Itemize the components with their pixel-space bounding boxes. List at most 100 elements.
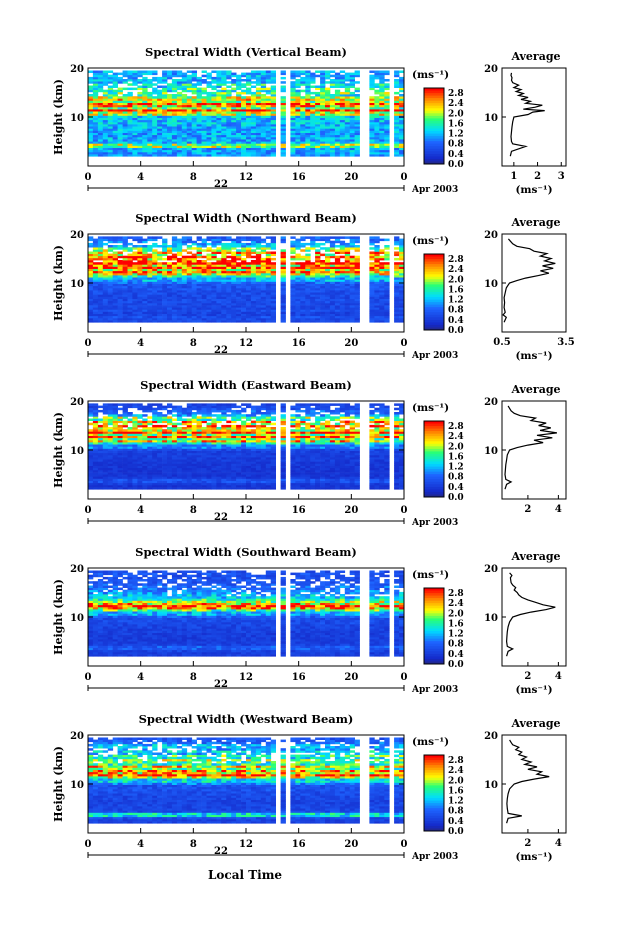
heatmap-cell	[354, 145, 360, 148]
heatmap-cell	[181, 238, 188, 242]
heatmap-cell	[186, 126, 193, 129]
heatmap-cell	[176, 257, 183, 261]
heatmap-cell	[315, 242, 321, 246]
heatmap-cell	[122, 121, 128, 125]
heatmap-cell	[221, 149, 227, 153]
heatmap-cell	[88, 79, 94, 82]
heatmap-cell	[334, 317, 341, 321]
heatmap-cell	[310, 236, 316, 239]
heatmap-cell	[157, 94, 163, 97]
heatmap-cell	[270, 128, 276, 131]
heatmap-cell	[137, 96, 143, 99]
heatmap-cell	[216, 292, 222, 295]
heatmap-cell	[399, 141, 405, 144]
heatmap-cell	[117, 480, 123, 484]
heatmap-cell	[171, 130, 178, 133]
heatmap-cell	[211, 106, 217, 110]
heatmap-cell	[162, 106, 168, 110]
heatmap-cell	[92, 266, 99, 269]
heatmap-cell	[250, 154, 257, 157]
heatmap-cell	[147, 255, 153, 259]
heatmap-cell	[226, 281, 232, 284]
heatmap-cell	[394, 121, 400, 125]
heatmap-cell	[310, 124, 316, 127]
heatmap-cell	[339, 264, 346, 267]
heatmap-cell	[290, 102, 296, 106]
heatmap-cell	[211, 76, 217, 80]
heatmap-cell	[260, 121, 267, 125]
colorbar-tick-label: 1.2	[448, 296, 464, 306]
heatmap-cell	[102, 482, 109, 486]
heatmap-cell	[112, 482, 118, 486]
heatmap-cell	[236, 132, 242, 136]
heatmap-cell	[226, 72, 232, 76]
heatmap-cell	[250, 115, 257, 118]
heatmap-cell	[260, 149, 267, 153]
heatmap-cell	[226, 85, 232, 88]
heatmap-cell	[142, 424, 148, 428]
heatmap-cell	[379, 290, 385, 293]
panel-title: Spectral Width (Vertical Beam)	[145, 45, 347, 59]
heatmap-cell	[122, 437, 128, 441]
heatmap-cell	[295, 242, 301, 246]
heatmap-cell	[374, 247, 380, 250]
heatmap-cell	[117, 121, 123, 125]
heatmap-cell	[147, 119, 153, 123]
heatmap-cell	[280, 111, 286, 114]
heatmap-cell	[241, 251, 247, 254]
heatmap-cell	[236, 290, 242, 293]
heatmap-cell	[374, 300, 380, 304]
heatmap-cell	[107, 418, 114, 421]
heatmap-cell	[231, 307, 237, 310]
heatmap-cell	[112, 463, 118, 466]
heatmap-cell	[162, 245, 168, 248]
heatmap-cell	[102, 422, 109, 426]
heatmap-cell	[394, 251, 400, 254]
heatmap-cell	[369, 287, 375, 291]
colorbar-swatch	[424, 118, 444, 122]
heatmap-cell	[374, 277, 380, 280]
heatmap-cell	[305, 285, 311, 289]
heatmap-cell	[320, 272, 326, 276]
heatmap-cell	[265, 300, 272, 304]
heatmap-cell	[250, 294, 257, 297]
heatmap-cell	[162, 279, 168, 282]
colorbar-swatch	[424, 317, 444, 321]
heatmap-cell	[127, 302, 133, 306]
heatmap-cell	[349, 292, 355, 295]
heatmap-cell	[246, 81, 252, 84]
heatmap-cell	[369, 81, 375, 84]
heatmap-cell	[112, 317, 118, 321]
heatmap-cell	[246, 264, 252, 267]
heatmap-cell	[117, 81, 123, 84]
heatmap-cell	[201, 238, 207, 242]
heatmap-cell	[325, 151, 331, 155]
heatmap-cell	[157, 124, 163, 127]
heatmap-cell	[97, 240, 104, 244]
heatmap-cell	[226, 130, 232, 133]
heatmap-cell	[305, 236, 311, 239]
heatmap-cell	[196, 154, 202, 157]
heatmap-cell	[329, 300, 336, 304]
heatmap-cell	[295, 139, 301, 142]
heatmap-cell	[181, 151, 188, 155]
heatmap-cell	[142, 113, 148, 116]
heatmap-cell	[152, 245, 158, 248]
heatmap-cell	[171, 109, 178, 112]
heatmap-cell	[295, 279, 301, 282]
heatmap-cell	[117, 76, 123, 80]
heatmap-cell	[305, 149, 311, 153]
heatmap-cell	[171, 72, 178, 76]
heatmap-cell	[394, 132, 400, 136]
heatmap-cell	[181, 72, 188, 76]
heatmap-cell	[399, 270, 405, 274]
heatmap-cell	[300, 145, 306, 148]
colorbar-swatch	[424, 90, 444, 94]
heatmap-cell	[325, 249, 331, 252]
heatmap-cell	[132, 283, 138, 287]
heatmap-cell	[171, 98, 178, 101]
heatmap-cell	[270, 132, 276, 136]
heatmap-cell	[241, 149, 247, 153]
heatmap-cell	[236, 74, 242, 78]
heatmap-cell	[305, 242, 311, 246]
